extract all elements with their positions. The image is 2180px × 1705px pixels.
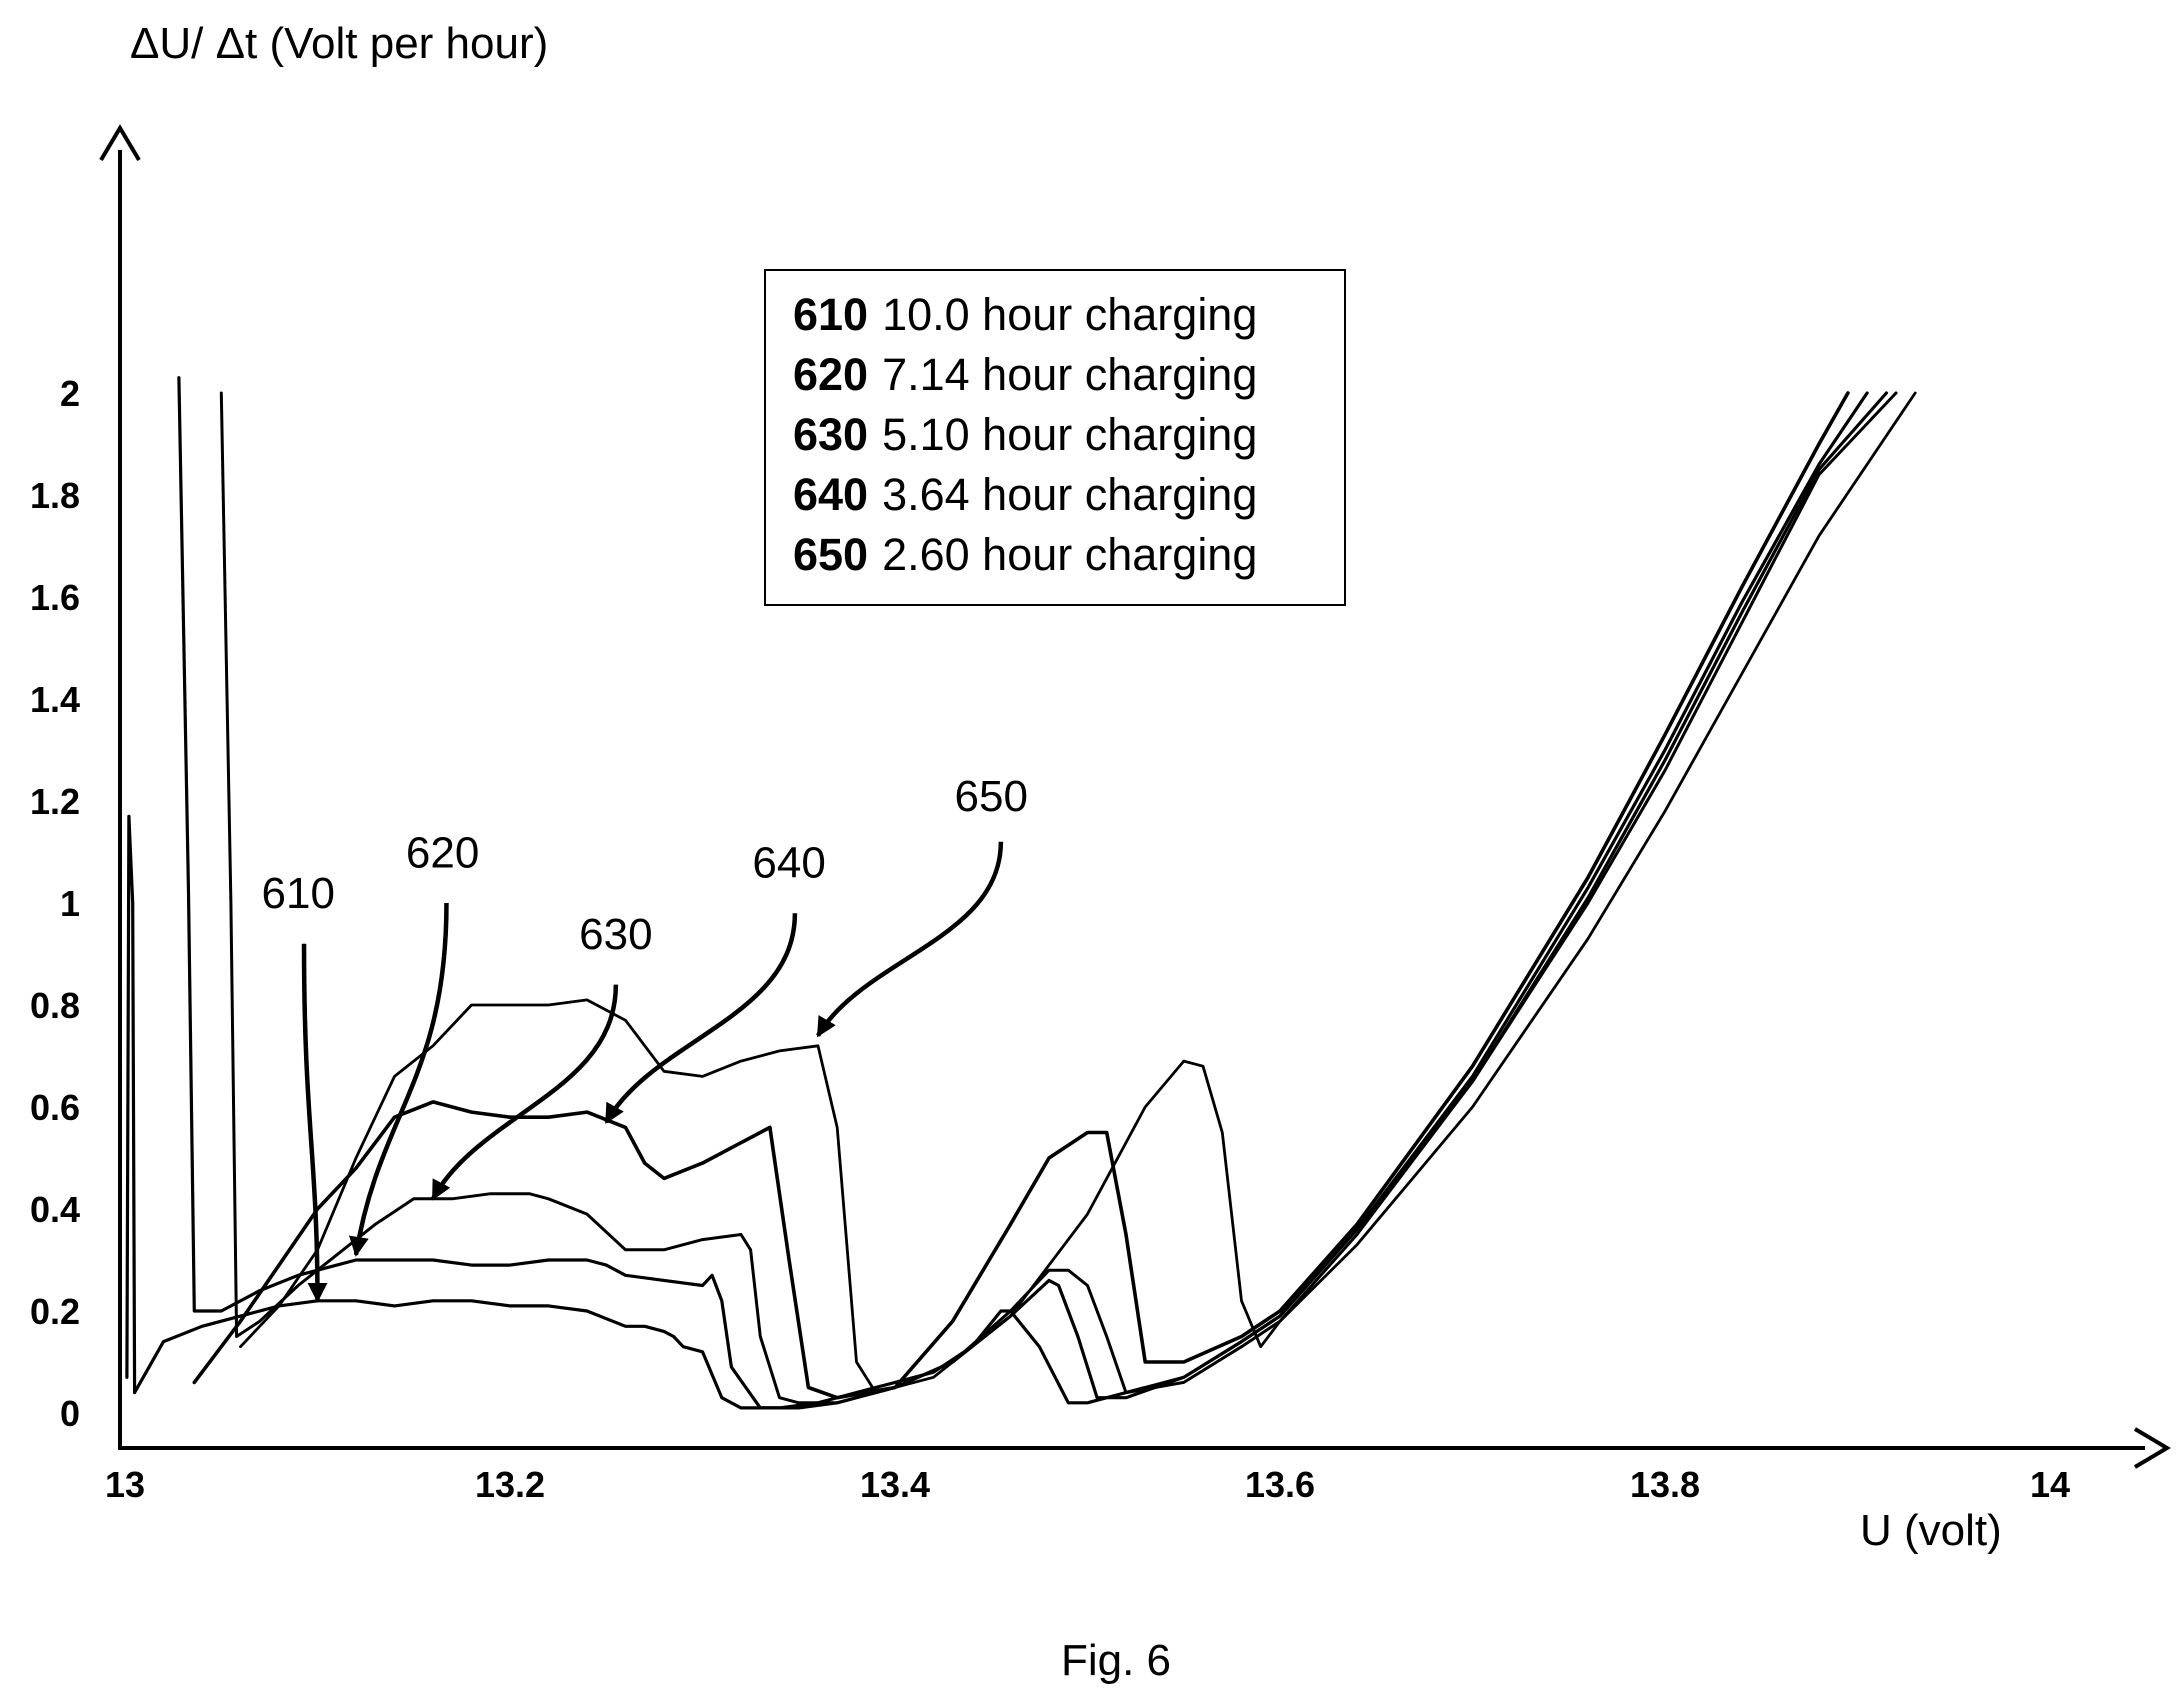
legend-entry-610: 610 10.0 hour charging bbox=[793, 289, 1257, 340]
series-620-line bbox=[177, 376, 1888, 1410]
y-tick-label-0-6: 0.6 bbox=[30, 1087, 80, 1128]
y-tick-label-1: 1 bbox=[60, 883, 80, 924]
x-axis-title: U (volt) bbox=[1860, 1506, 2002, 1555]
series-640-callout-arrow bbox=[604, 913, 798, 1125]
y-tick-label-0-8: 0.8 bbox=[30, 985, 80, 1026]
legend-entry-610-text: 10.0 hour charging bbox=[882, 289, 1257, 340]
series-630-line bbox=[219, 391, 1898, 1405]
legend-box bbox=[764, 269, 1346, 606]
series-650-callout-arrow bbox=[816, 841, 1004, 1038]
series-640-line bbox=[192, 391, 1850, 1400]
series-610-callout-arrow bbox=[301, 943, 328, 1303]
y-axis-title: ΔU/ Δt (Volt per hour) bbox=[130, 19, 548, 68]
series-620-callout-label: 620 bbox=[406, 828, 479, 877]
legend-entry-620-id: 620 bbox=[793, 349, 868, 400]
y-tick-label-2: 2 bbox=[60, 373, 80, 414]
figure-caption: Fig. 6 bbox=[1061, 1636, 1171, 1685]
x-tick-label-14: 14 bbox=[2030, 1464, 2070, 1505]
x-tick-label-13-8: 13.8 bbox=[1630, 1464, 1700, 1505]
y-tick-label-1-2: 1.2 bbox=[30, 781, 80, 822]
y-tick-label-1-8: 1.8 bbox=[30, 475, 80, 516]
legend-entry-620: 620 7.14 hour charging bbox=[793, 349, 1257, 400]
series-610-callout-label: 610 bbox=[262, 869, 335, 918]
legend-entry-610-id: 610 bbox=[793, 289, 868, 340]
legend-entries: 610 10.0 hour charging 620 7.14 hour chargi… bbox=[793, 289, 1257, 580]
legend-entry-640: 640 3.64 hour charging bbox=[793, 469, 1257, 520]
legend-entry-630: 630 5.10 hour charging bbox=[793, 409, 1257, 460]
legend-entry-630-id: 630 bbox=[793, 409, 868, 460]
y-tick-label-1-4: 1.4 bbox=[30, 679, 80, 720]
series-callouts: 610 620 630 640 650 bbox=[262, 772, 1028, 1303]
legend-entry-640-id: 640 bbox=[793, 469, 868, 520]
legend-entry-650: 650 2.60 hour charging bbox=[793, 529, 1257, 580]
x-tick-label-13-6: 13.6 bbox=[1245, 1464, 1315, 1505]
series-630-callout-arrow bbox=[431, 984, 619, 1201]
x-axis-arrowhead bbox=[2133, 1427, 2171, 1469]
series-650-callout-label: 650 bbox=[955, 772, 1028, 821]
y-tick-label-0: 0 bbox=[60, 1393, 80, 1434]
legend-entry-640-text: 3.64 hour charging bbox=[882, 469, 1257, 520]
series-640-callout-label: 640 bbox=[752, 839, 825, 888]
x-tick-label-13: 13 bbox=[105, 1464, 145, 1505]
legend: 610 10.0 hour charging 620 7.14 hour chargi… bbox=[764, 269, 1346, 606]
x-tick-label-13-4: 13.4 bbox=[860, 1464, 930, 1505]
series-630-callout-label: 630 bbox=[579, 910, 652, 959]
y-tick-label-0-4: 0.4 bbox=[30, 1189, 80, 1230]
data-curves bbox=[125, 376, 1917, 1410]
legend-entry-620-text: 7.14 hour charging bbox=[882, 349, 1257, 400]
legend-entry-650-text: 2.60 hour charging bbox=[882, 529, 1257, 580]
y-axis-arrowhead bbox=[99, 124, 141, 162]
legend-entry-650-id: 650 bbox=[793, 529, 868, 580]
y-tick-labels: 0 0.2 0.4 0.6 0.8 1 1.2 1.4 1.6 1.8 2 bbox=[30, 373, 80, 1434]
y-tick-label-1-6: 1.6 bbox=[30, 577, 80, 618]
axes bbox=[99, 124, 2171, 1469]
y-tick-label-0-2: 0.2 bbox=[30, 1291, 80, 1332]
series-620-callout-arrow bbox=[348, 902, 449, 1257]
x-tick-labels: 13 13.2 13.4 13.6 13.8 14 bbox=[105, 1464, 2070, 1505]
x-tick-label-13-2: 13.2 bbox=[475, 1464, 545, 1505]
legend-entry-630-text: 5.10 hour charging bbox=[882, 409, 1257, 460]
series-650-line bbox=[239, 391, 1917, 1394]
